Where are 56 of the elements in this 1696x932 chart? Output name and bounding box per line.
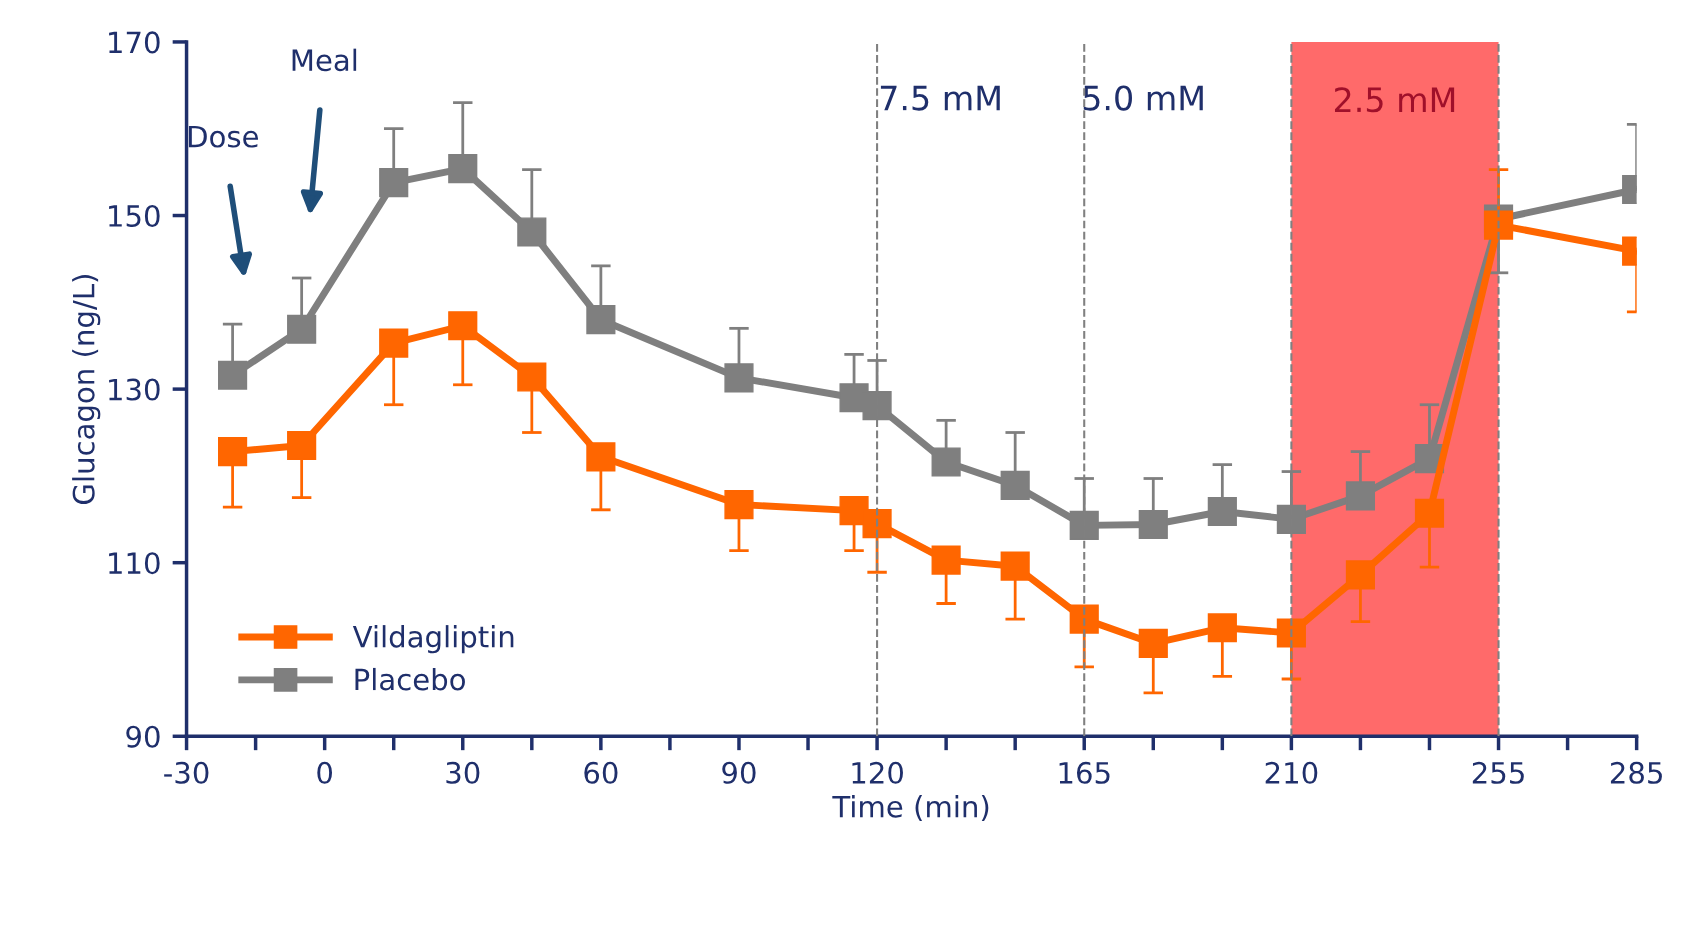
point [1000,470,1030,501]
point [1276,618,1306,648]
point [379,167,409,198]
point [218,360,248,390]
y-tick-label: 110 [109,552,160,575]
point [1207,496,1237,527]
x-axis-title: Time (min) [832,795,989,822]
point [586,305,616,335]
band-label: 2.5 mM [1334,87,1455,113]
x-tick-label: 90 [722,761,756,784]
point [1138,509,1168,540]
point [517,362,547,392]
point [448,311,478,341]
point [1207,613,1237,643]
annotation: Meal [292,48,357,72]
point [1414,498,1445,528]
point [287,430,317,461]
point [724,363,754,393]
y-axis-title: Glucagon (ng/L) [72,275,101,504]
point [287,314,317,344]
x-tick-label: 30 [446,761,480,784]
point [448,154,478,184]
point [931,545,961,575]
y-tick-label: 150 [109,204,160,228]
point [724,489,754,520]
y-tick-label: 90 [126,725,160,748]
point [1345,481,1376,511]
point [1345,560,1376,590]
point [1276,504,1306,534]
x-tick-label: -30 [164,761,209,784]
point [1000,551,1030,581]
x-tick-label: 0 [317,761,332,784]
annotation: Dose [188,125,258,148]
point [379,328,409,358]
point [517,217,547,247]
x-tick-label: 120 [852,761,903,784]
legend-label: Vildagliptin [352,625,514,654]
point [1138,628,1168,658]
point [862,509,892,539]
point [586,442,616,472]
legend-label: Placebo [355,667,465,691]
point [218,437,248,467]
x-tick-label: 60 [584,761,618,784]
x-tick-label: 210 [1265,761,1318,784]
point [1483,210,1514,240]
x-tick-label: 255 [1472,761,1524,784]
point [1069,510,1099,540]
x-tick-label: 165 [1059,761,1110,784]
annotation: 7.5 mM [880,85,1000,111]
point [1069,604,1099,634]
annotation: 5.0 mM [1083,85,1203,111]
y-tick-label: 170 [109,31,160,54]
point [862,391,892,421]
point [931,447,961,477]
y-tick-label: 130 [109,378,160,401]
x-tick-label: 285 [1610,761,1662,784]
